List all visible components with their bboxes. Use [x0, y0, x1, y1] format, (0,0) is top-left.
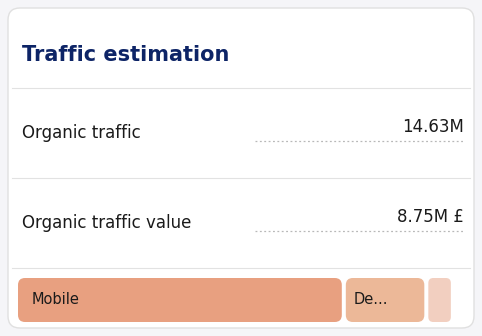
FancyBboxPatch shape — [18, 278, 342, 322]
FancyBboxPatch shape — [8, 8, 474, 328]
Text: Mobile: Mobile — [32, 293, 80, 307]
Text: De...: De... — [354, 293, 388, 307]
Text: Organic traffic: Organic traffic — [22, 124, 141, 142]
FancyBboxPatch shape — [346, 278, 424, 322]
Text: Organic traffic value: Organic traffic value — [22, 214, 191, 232]
Text: 14.63M: 14.63M — [402, 118, 464, 136]
Text: Traffic estimation: Traffic estimation — [22, 45, 229, 65]
FancyBboxPatch shape — [428, 278, 451, 322]
Text: 8.75M £: 8.75M £ — [397, 208, 464, 226]
